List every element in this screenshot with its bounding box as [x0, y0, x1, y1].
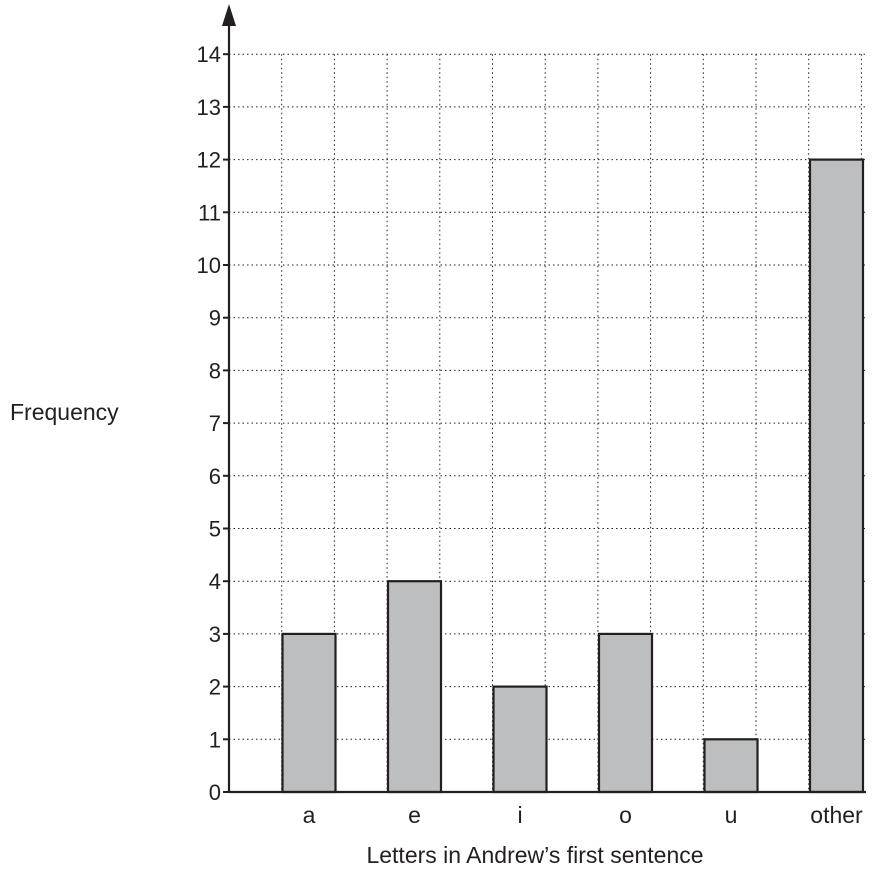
- y-tick-label: 13: [197, 95, 221, 120]
- y-axis-arrow-icon: [222, 4, 236, 26]
- x-tick-label-i: i: [517, 802, 522, 828]
- y-tick-label: 10: [197, 253, 221, 278]
- bar-u: [703, 738, 759, 794]
- y-tick-label: 6: [209, 464, 221, 489]
- x-tick-label-u: u: [725, 802, 738, 828]
- x-tick-label-other: other: [810, 802, 863, 828]
- y-tick-label: 7: [209, 411, 221, 436]
- y-tick-label: 12: [197, 148, 221, 173]
- y-tick-label: 0: [209, 780, 221, 805]
- bar-i: [492, 685, 548, 794]
- x-tick-label-o: o: [619, 802, 632, 828]
- x-tick-label-e: e: [408, 802, 421, 828]
- y-tick-label: 2: [209, 675, 221, 700]
- y-tick-label: 9: [209, 306, 221, 331]
- bar-a: [281, 632, 337, 794]
- y-tick-label: 3: [209, 622, 221, 647]
- bar-o: [597, 632, 654, 794]
- y-tick-label: 14: [197, 42, 221, 67]
- bar-other: [808, 158, 865, 794]
- axes: [222, 4, 866, 794]
- y-tick-label: 1: [209, 727, 221, 752]
- y-axis-title: Frequency: [10, 399, 119, 425]
- x-axis-title: Letters in Andrew’s first sentence: [366, 842, 703, 868]
- y-tick-label: 11: [198, 200, 221, 225]
- x-labels: a e i o u other: [303, 802, 863, 828]
- y-tick-label: 4: [209, 569, 221, 594]
- y-tick-label: 8: [209, 358, 221, 383]
- bar-e: [386, 580, 443, 794]
- x-tick-label-a: a: [303, 802, 316, 828]
- y-tick-label: 5: [209, 517, 221, 542]
